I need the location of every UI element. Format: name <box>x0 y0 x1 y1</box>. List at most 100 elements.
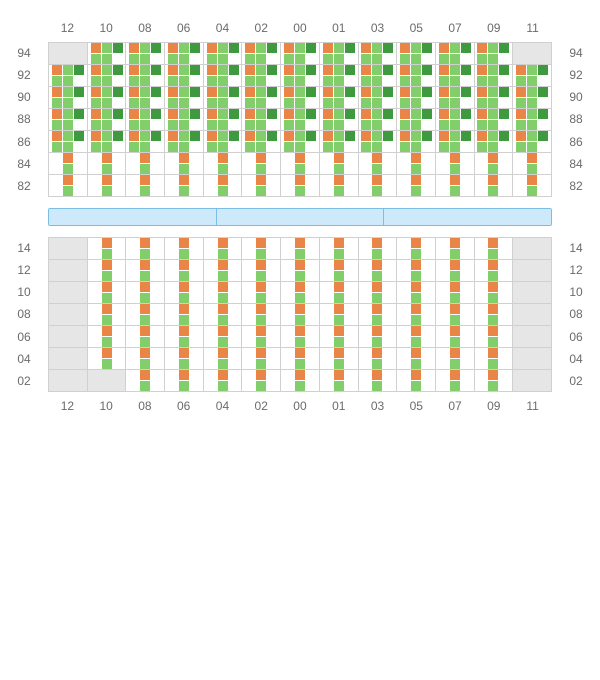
seat-square[interactable] <box>527 65 537 75</box>
seat-square[interactable] <box>334 293 344 303</box>
seat-square[interactable] <box>179 260 189 270</box>
seat-square[interactable] <box>334 271 344 281</box>
seat-square[interactable] <box>450 348 460 358</box>
seat-square[interactable] <box>168 65 178 75</box>
seat-square[interactable] <box>334 359 344 369</box>
seat-square[interactable] <box>245 54 255 64</box>
seat-square[interactable] <box>179 175 189 185</box>
seat-square[interactable] <box>372 337 382 347</box>
seat-square[interactable] <box>323 87 333 97</box>
seat-square[interactable] <box>450 315 460 325</box>
seat-square[interactable] <box>102 359 112 369</box>
seat-square[interactable] <box>477 98 487 108</box>
seat-square[interactable] <box>439 65 449 75</box>
seat-square[interactable] <box>245 65 255 75</box>
seat-square[interactable] <box>372 43 382 53</box>
seat-square[interactable] <box>372 260 382 270</box>
seat-square[interactable] <box>400 120 410 130</box>
seat-square[interactable] <box>229 65 239 75</box>
seat-square[interactable] <box>151 65 161 75</box>
seat-square[interactable] <box>461 109 471 119</box>
seat-square[interactable] <box>91 120 101 130</box>
seat-square[interactable] <box>450 282 460 292</box>
seat-square[interactable] <box>334 54 344 64</box>
seat-square[interactable] <box>361 142 371 152</box>
seat-square[interactable] <box>295 381 305 391</box>
seat-square[interactable] <box>334 304 344 314</box>
seat-square[interactable] <box>179 337 189 347</box>
seat-square[interactable] <box>400 131 410 141</box>
seat-square[interactable] <box>245 131 255 141</box>
seat-square[interactable] <box>63 109 73 119</box>
seat-square[interactable] <box>334 348 344 358</box>
seat-square[interactable] <box>113 109 123 119</box>
seat-square[interactable] <box>218 164 228 174</box>
seat-square[interactable] <box>207 87 217 97</box>
seat-square[interactable] <box>323 65 333 75</box>
seat-square[interactable] <box>179 109 189 119</box>
seat-square[interactable] <box>63 120 73 130</box>
seat-square[interactable] <box>256 249 266 259</box>
seat-square[interactable] <box>179 142 189 152</box>
seat-square[interactable] <box>538 131 548 141</box>
seat-square[interactable] <box>422 43 432 53</box>
seat-square[interactable] <box>411 131 421 141</box>
seat-square[interactable] <box>218 120 228 130</box>
seat-square[interactable] <box>334 131 344 141</box>
seat-square[interactable] <box>256 120 266 130</box>
seat-square[interactable] <box>383 109 393 119</box>
seat-square[interactable] <box>411 186 421 196</box>
seat-square[interactable] <box>256 54 266 64</box>
seat-square[interactable] <box>295 131 305 141</box>
seat-square[interactable] <box>372 131 382 141</box>
seat-square[interactable] <box>361 98 371 108</box>
seat-square[interactable] <box>488 348 498 358</box>
seat-square[interactable] <box>411 87 421 97</box>
seat-square[interactable] <box>284 87 294 97</box>
seat-square[interactable] <box>372 348 382 358</box>
seat-square[interactable] <box>400 98 410 108</box>
seat-square[interactable] <box>516 65 526 75</box>
seat-square[interactable] <box>527 164 537 174</box>
seat-square[interactable] <box>91 131 101 141</box>
seat-square[interactable] <box>439 131 449 141</box>
seat-square[interactable] <box>179 249 189 259</box>
seat-square[interactable] <box>102 315 112 325</box>
seat-square[interactable] <box>218 381 228 391</box>
seat-square[interactable] <box>179 293 189 303</box>
seat-square[interactable] <box>179 164 189 174</box>
seat-square[interactable] <box>499 43 509 53</box>
seat-square[interactable] <box>516 87 526 97</box>
seat-square[interactable] <box>74 131 84 141</box>
seat-square[interactable] <box>450 337 460 347</box>
seat-square[interactable] <box>295 65 305 75</box>
seat-square[interactable] <box>151 87 161 97</box>
seat-square[interactable] <box>488 238 498 248</box>
seat-square[interactable] <box>140 98 150 108</box>
seat-square[interactable] <box>102 304 112 314</box>
seat-square[interactable] <box>372 238 382 248</box>
seat-square[interactable] <box>488 381 498 391</box>
seat-square[interactable] <box>488 65 498 75</box>
seat-square[interactable] <box>102 293 112 303</box>
seat-square[interactable] <box>477 131 487 141</box>
seat-square[interactable] <box>267 109 277 119</box>
seat-square[interactable] <box>218 186 228 196</box>
seat-square[interactable] <box>102 109 112 119</box>
seat-square[interactable] <box>256 326 266 336</box>
seat-square[interactable] <box>267 65 277 75</box>
seat-square[interactable] <box>306 65 316 75</box>
seat-square[interactable] <box>218 76 228 86</box>
seat-square[interactable] <box>52 142 62 152</box>
seat-square[interactable] <box>190 87 200 97</box>
seat-square[interactable] <box>439 43 449 53</box>
seat-square[interactable] <box>538 87 548 97</box>
seat-square[interactable] <box>218 348 228 358</box>
seat-square[interactable] <box>229 131 239 141</box>
seat-square[interactable] <box>372 142 382 152</box>
seat-square[interactable] <box>488 109 498 119</box>
seat-square[interactable] <box>439 76 449 86</box>
seat-square[interactable] <box>256 348 266 358</box>
seat-square[interactable] <box>102 238 112 248</box>
seat-square[interactable] <box>256 315 266 325</box>
